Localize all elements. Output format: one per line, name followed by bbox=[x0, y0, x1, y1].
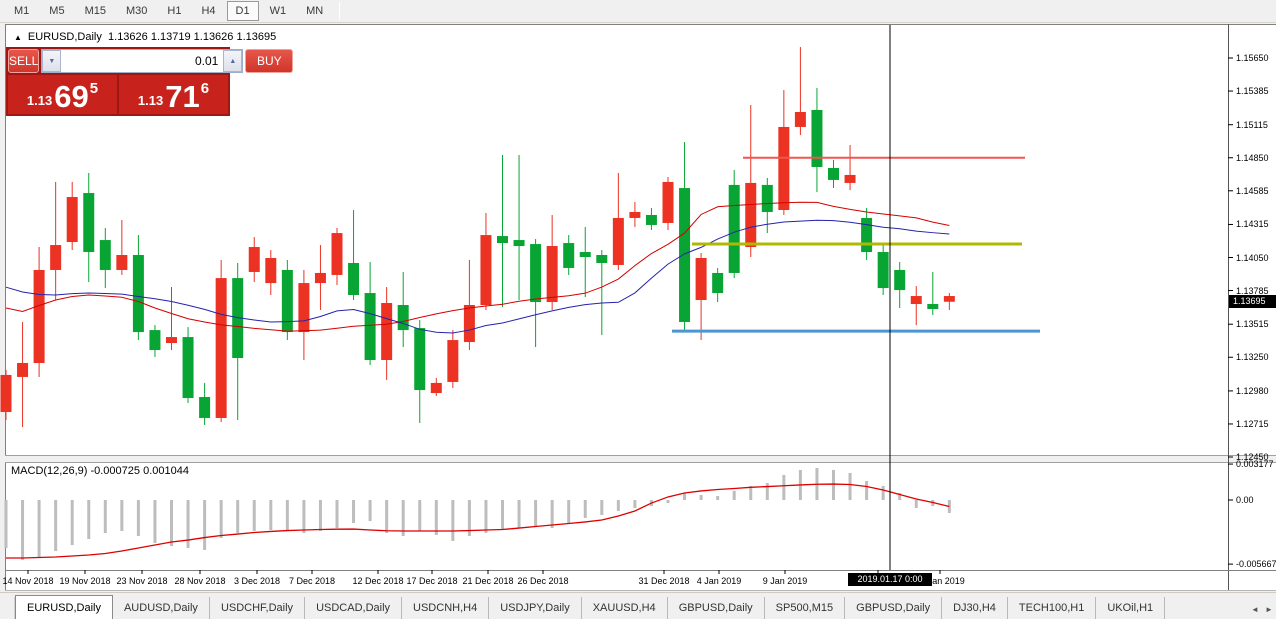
tab-bar-gutter bbox=[0, 597, 15, 619]
chart-tab-dj30-h4[interactable]: DJ30,H4 bbox=[942, 597, 1008, 619]
sell-price-big-digits: 69 bbox=[54, 79, 89, 115]
chart-tab-gbpusd-daily[interactable]: GBPUSD,Daily bbox=[845, 597, 943, 619]
timeframe-button-h4[interactable]: H4 bbox=[201, 5, 216, 17]
chart-tab-audusd-daily[interactable]: AUDUSD,Daily bbox=[113, 597, 210, 619]
timeframe-button-mn[interactable]: MN bbox=[306, 5, 324, 17]
chart-tab-bar: EURUSD,Daily AUDUSD,Daily USDCHF,Daily USDC… bbox=[0, 592, 1276, 619]
lot-decrease-button[interactable]: ▼ bbox=[42, 50, 62, 72]
lot-increase-button[interactable]: ▲ bbox=[223, 50, 243, 72]
chart-tab-usdcnh-h4[interactable]: USDCNH,H4 bbox=[402, 597, 490, 619]
timeframe-button-m5[interactable]: M5 bbox=[49, 5, 65, 17]
tab-scroll-left-button[interactable]: ◄ bbox=[1251, 604, 1259, 614]
chart-tab-xauusd-h4[interactable]: XAUUSD,H4 bbox=[582, 597, 668, 619]
chart-tab-usdchf-daily[interactable]: USDCHF,Daily bbox=[210, 597, 306, 619]
chart-tab-ukoil-h1[interactable]: UKOil,H1 bbox=[1096, 597, 1166, 619]
chart-tab-usdcad-daily[interactable]: USDCAD,Daily bbox=[305, 597, 403, 619]
chart-tab-eurusd-daily[interactable]: EURUSD,Daily bbox=[15, 595, 113, 619]
sell-button[interactable]: SELL bbox=[8, 49, 40, 73]
buy-price-display[interactable]: 1.13 71 6 bbox=[119, 75, 228, 114]
indicator-label: MACD(12,26,9) -0.000725 0.001044 bbox=[11, 465, 189, 477]
chart-title: ▲ EURUSD,Daily 1.13626 1.13719 1.13626 1.… bbox=[14, 31, 276, 43]
panel-collapse-arrow-icon[interactable]: ▲ bbox=[14, 33, 22, 42]
chart-tab-gbpusd-daily[interactable]: GBPUSD,Daily bbox=[668, 597, 765, 619]
buy-price-pip-digit: 6 bbox=[200, 80, 210, 97]
buy-price-big-digits: 71 bbox=[165, 79, 200, 115]
chart-tab-tech100-h1[interactable]: TECH100,H1 bbox=[1008, 597, 1097, 619]
spin-down-icon: ▼ bbox=[48, 57, 56, 65]
buy-button[interactable]: BUY bbox=[245, 49, 294, 73]
tab-scroll-right-button[interactable]: ► bbox=[1265, 604, 1273, 614]
toolbar-separator bbox=[339, 2, 341, 20]
buy-price-prefix: 1.13 bbox=[137, 93, 164, 108]
crosshair-date-label: 2019.01.17 0:00 bbox=[848, 573, 932, 586]
current-price-label: 1.13695 bbox=[1229, 295, 1276, 309]
timeframe-button-m30[interactable]: M30 bbox=[125, 5, 148, 17]
lot-size-input[interactable] bbox=[61, 50, 224, 72]
chart-symbol: EURUSD,Daily bbox=[27, 31, 102, 43]
timeframe-toolbar: M1 M5 M15 M30 H1 H4 D1 W1 MN bbox=[0, 0, 1276, 23]
sell-price-display[interactable]: 1.13 69 5 bbox=[8, 75, 117, 114]
timeframe-button-m1[interactable]: M1 bbox=[14, 5, 30, 17]
spin-up-icon: ▲ bbox=[229, 57, 237, 65]
timeframe-button-d1[interactable]: D1 bbox=[226, 1, 259, 21]
timeframe-button-m15[interactable]: M15 bbox=[84, 5, 106, 17]
lot-size-spinner: ▼ ▲ bbox=[41, 49, 244, 73]
timeframe-button-w1[interactable]: W1 bbox=[269, 5, 287, 17]
chart-tab-sp500-m15[interactable]: SP500,M15 bbox=[765, 597, 846, 619]
timeframe-button-h1[interactable]: H1 bbox=[167, 5, 182, 17]
chart-tab-usdjpy-daily[interactable]: USDJPY,Daily bbox=[489, 597, 582, 619]
chart-ohlc-values: 1.13626 1.13719 1.13626 1.13695 bbox=[108, 31, 277, 43]
sell-price-prefix: 1.13 bbox=[26, 93, 53, 108]
sell-price-pip-digit: 5 bbox=[89, 80, 99, 97]
